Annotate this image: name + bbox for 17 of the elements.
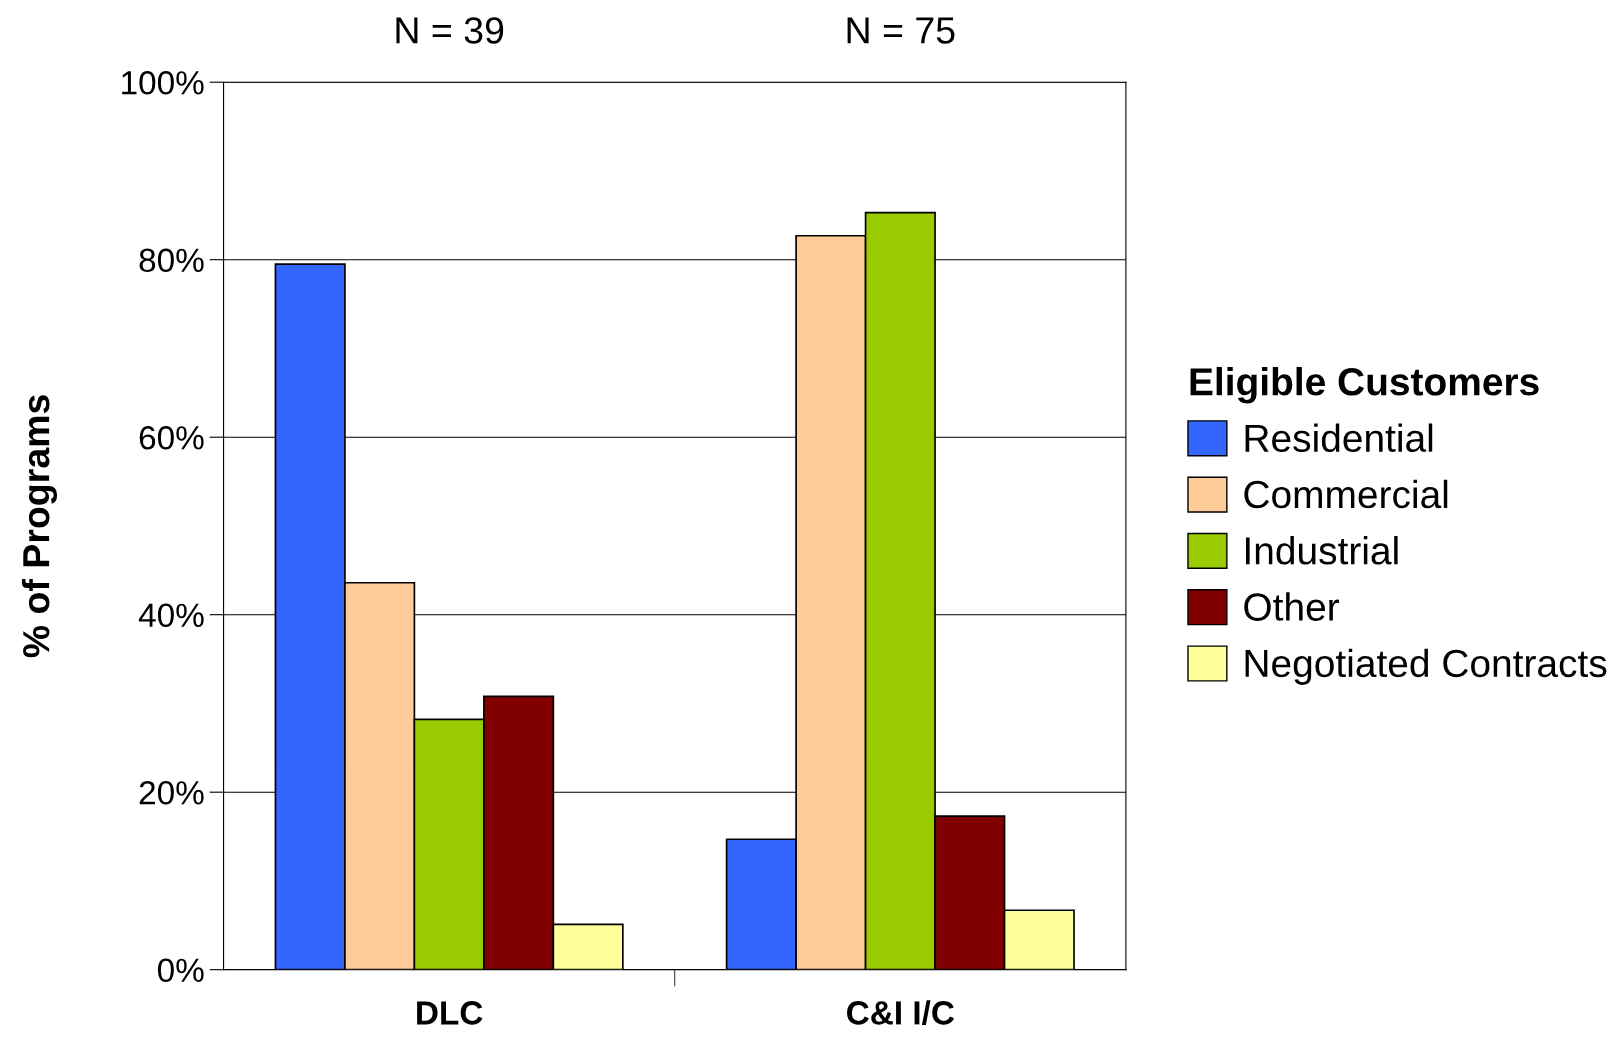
y-tick-label: 60% [139, 426, 204, 450]
x-tick-label: C&I I/C [847, 1000, 955, 1026]
y-tick-label: 80% [139, 248, 204, 273]
x-tick-label: DLC [417, 1001, 483, 1025]
legend-label: Negotiated Contracts [1245, 648, 1607, 685]
text: N = 75 [847, 17, 955, 44]
legend-label: Other [1244, 592, 1340, 621]
y-tick-label: 20% [139, 780, 204, 805]
legend-title: Eligible Customers [1190, 367, 1539, 404]
y-tick-label: 40% [138, 603, 204, 628]
y-tick-label: 0% [157, 958, 204, 983]
legend-label: Residential [1245, 423, 1433, 453]
y-axis-title: % of Programs [21, 395, 58, 658]
y-tick-label: 100% [122, 71, 204, 95]
legend-label: Industrial [1246, 536, 1398, 565]
legend-label: Commercial [1244, 479, 1448, 509]
text: N = 39 [396, 17, 504, 44]
